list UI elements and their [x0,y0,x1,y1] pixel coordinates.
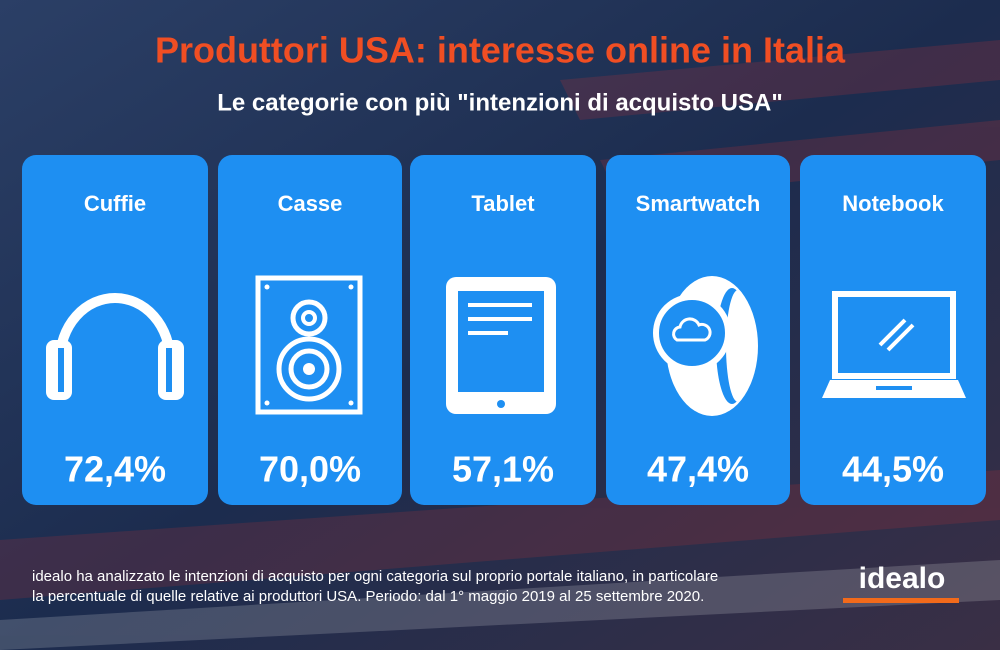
card-value: 47,4% [647,449,749,490]
card-label: Casse [278,191,343,216]
footer-note: idealo ha analizzato le intenzioni di ac… [32,568,718,585]
tablet-icon [446,277,556,414]
logo-underline [843,598,959,603]
card-label: Cuffie [84,191,146,216]
card-label: Notebook [842,191,944,216]
speaker-icon [255,275,363,415]
card-value: 44,5% [842,449,944,490]
card-label: Smartwatch [636,191,761,216]
card [22,155,208,505]
logo: idealo [859,562,946,595]
footer-note: la percentuale di quelle relative ai pro… [32,588,704,605]
notebook-icon [822,291,966,398]
headphones-icon [46,293,184,400]
card-value: 70,0% [259,449,361,490]
card-label: Tablet [471,191,535,216]
card-value: 57,1% [452,449,554,490]
card-value: 72,4% [64,449,166,490]
title: Produttori USA: interesse online in Ital… [155,30,846,71]
card [218,155,402,505]
subtitle: Le categorie con più "intenzioni di acqu… [217,89,782,116]
smartwatch-icon [653,276,758,416]
